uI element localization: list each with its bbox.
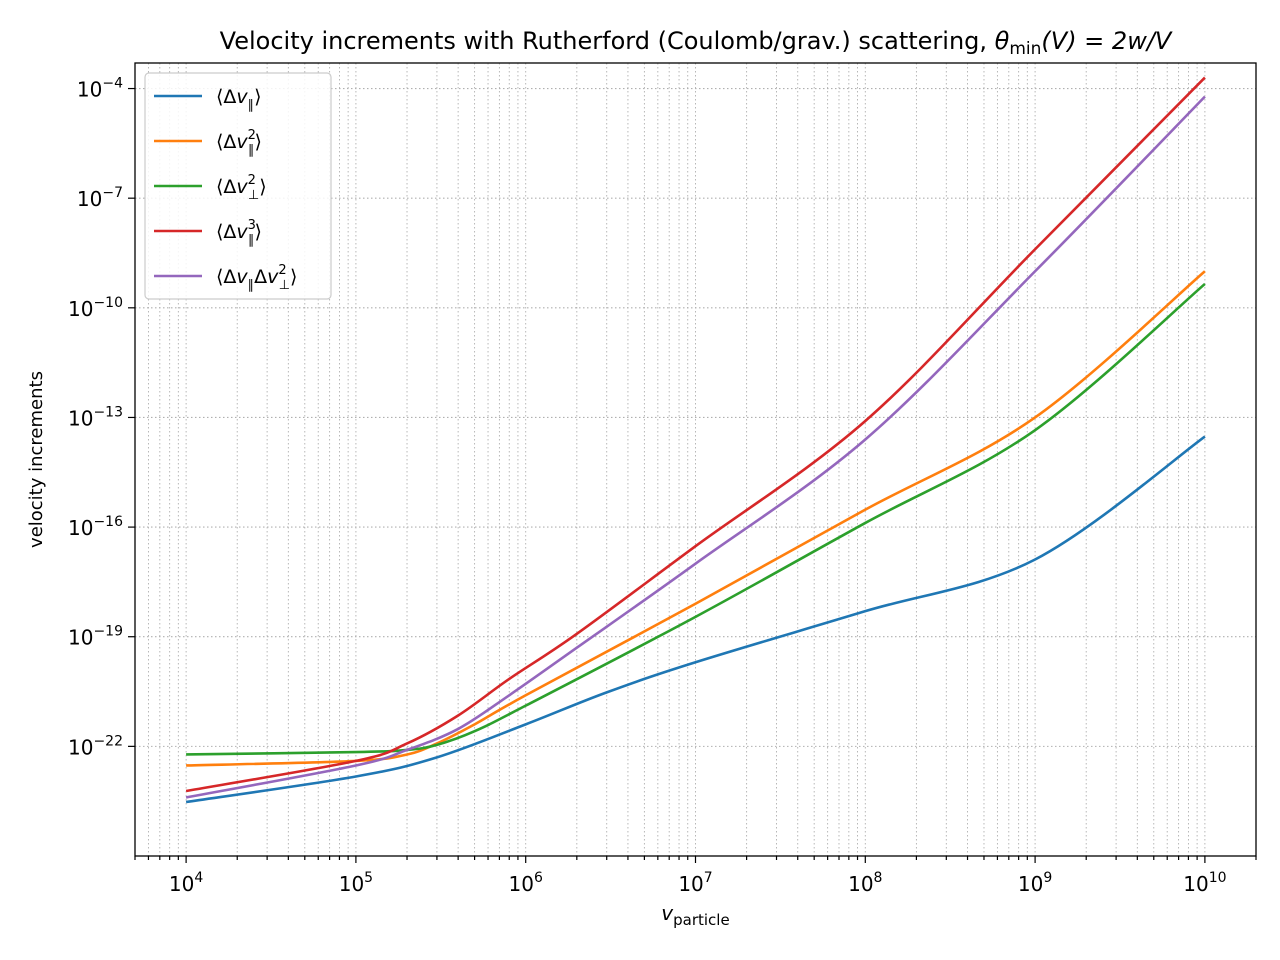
y-tick-label: 10−19 — [68, 624, 123, 650]
y-tick-label: 10−7 — [77, 185, 123, 211]
x-axis-ticks: 104 105 106 107 108 109 1010 — [134, 856, 1257, 896]
x-tick-exponent: 8 — [874, 870, 883, 886]
y-tick-base: 10 — [77, 78, 102, 102]
legend-entry-v: v — [236, 176, 248, 198]
legend-entry-subscript: ∥ — [248, 143, 255, 158]
x-tick-base: 10 — [848, 872, 873, 896]
plot-frame — [134, 62, 1257, 857]
y-tick-base: 10 — [68, 735, 93, 759]
y-tick-base: 10 — [68, 626, 93, 650]
y-tick-exponent: −4 — [102, 76, 123, 92]
chart-title-text: Velocity increments with Rutherford (Cou… — [220, 27, 995, 55]
y-tick-exponent: −22 — [93, 733, 123, 749]
x-tick-base: 10 — [1018, 872, 1043, 896]
series-line-4 — [185, 76, 1206, 793]
y-tick-label: 10−22 — [68, 733, 123, 759]
chart-title-subscript: min — [1009, 39, 1041, 59]
y-tick-base: 10 — [68, 516, 93, 540]
y-tick-exponent: −16 — [93, 514, 123, 530]
x-tick-exponent: 9 — [1043, 870, 1052, 886]
legend-entry-superscript: 2 — [248, 173, 256, 188]
legend-entry-subscript: ∥ — [248, 98, 255, 113]
legend-box — [144, 72, 332, 300]
y-tick-label: 10−16 — [68, 514, 123, 540]
y-tick-label: 10−13 — [68, 404, 123, 430]
series-line-1 — [185, 435, 1206, 804]
y-tick-base: 10 — [77, 187, 102, 211]
legend-entry-v: v — [236, 221, 248, 243]
legend-entry-tail: ⟩ — [254, 221, 261, 243]
legend-entry-superscript-2: 2 — [278, 263, 286, 278]
legend-entry-tail: ⟩ — [259, 176, 266, 198]
legend-entry-tail: ⟩ — [254, 86, 261, 108]
series-line-5 — [185, 95, 1206, 799]
legend-entry-v2: v — [267, 266, 279, 288]
x-tick-label: 107 — [678, 870, 712, 896]
legend-entry-1: ⟨Δv∥⟩ — [216, 86, 262, 113]
legend-entry-tail: ⟩ — [254, 131, 261, 153]
y-tick-exponent: −19 — [93, 624, 123, 640]
y-tick-base: 10 — [68, 406, 93, 430]
legend-entry-subscript: ∥ — [248, 233, 255, 248]
legend-entry-prefix: ⟨Δ — [216, 131, 236, 153]
y-tick-label: 10−10 — [68, 295, 123, 321]
chart-title: Velocity increments with Rutherford (Cou… — [220, 27, 1173, 59]
legend-entry-subscript: ∥ — [248, 278, 255, 293]
y-tick-base: 10 — [68, 297, 93, 321]
x-axis-label: vparticle — [661, 901, 729, 929]
legend-entry-prefix: ⟨Δ — [216, 86, 236, 108]
x-tick-label: 105 — [339, 870, 373, 896]
x-tick-exponent: 7 — [704, 870, 713, 886]
legend-entry-v: v — [236, 266, 248, 288]
x-tick-label: 1010 — [1183, 870, 1226, 896]
x-tick-base: 10 — [339, 872, 364, 896]
legend-entry-prefix: ⟨Δ — [216, 221, 236, 243]
x-tick-label: 104 — [169, 870, 203, 896]
x-tick-base: 10 — [678, 872, 703, 896]
y-axis-label: velocity increments — [26, 371, 47, 548]
series-line-3 — [186, 282, 1206, 756]
x-tick-exponent: 5 — [364, 870, 373, 886]
y-tick-label: 10−4 — [77, 76, 123, 102]
legend-entry-4: ⟨Δv3 ∥⟩ — [216, 218, 262, 248]
x-tick-exponent: 6 — [534, 870, 543, 886]
x-tick-base: 10 — [169, 872, 194, 896]
legend-entry-subscript: ⊥ — [248, 188, 259, 203]
x-tick-base: 10 — [509, 872, 534, 896]
legend-entry-v: v — [236, 131, 248, 153]
legend-entry-subscript-2: ⊥ — [279, 278, 290, 293]
x-tick-label: 109 — [1018, 870, 1052, 896]
legend-entry-close: ⟩ — [290, 266, 297, 288]
x-axis-label-subscript: particle — [673, 911, 730, 929]
legend-entry-v: v — [236, 86, 248, 108]
x-tick-exponent: 4 — [194, 870, 203, 886]
x-tick-label: 108 — [848, 870, 882, 896]
legend-entry-prefix: ⟨Δ — [216, 266, 236, 288]
x-tick-base: 10 — [1183, 872, 1208, 896]
legend-entry-3: ⟨Δv2 ⊥⟩ — [216, 173, 267, 203]
x-tick-label: 106 — [509, 870, 543, 896]
x-tick-exponent: 10 — [1209, 870, 1227, 886]
chart-title-rest: (V) = 2w/V — [1041, 27, 1172, 55]
legend-entry-superscript: 2 — [248, 128, 256, 143]
legend: ⟨Δv∥⟩⟨Δv2 ∥⟩⟨Δv2 ⊥⟩⟨Δv3 ∥⟩⟨Δv∥Δv2 ⊥⟩ — [144, 72, 332, 300]
chart-title-theta: θ — [995, 27, 1010, 55]
legend-entry-2: ⟨Δv2 ∥⟩ — [216, 128, 262, 158]
y-tick-exponent: −7 — [102, 185, 123, 201]
legend-entry-5: ⟨Δv∥Δv2 ⊥⟩ — [216, 263, 297, 293]
legend-entry-prefix: ⟨Δ — [216, 176, 236, 198]
y-tick-exponent: −13 — [93, 404, 123, 420]
x-axis-label-base: v — [661, 901, 674, 925]
legend-entry-tail: Δ — [254, 266, 267, 288]
y-tick-exponent: −10 — [93, 295, 123, 311]
series-lines — [185, 76, 1206, 804]
legend-entry-superscript: 3 — [248, 218, 256, 233]
